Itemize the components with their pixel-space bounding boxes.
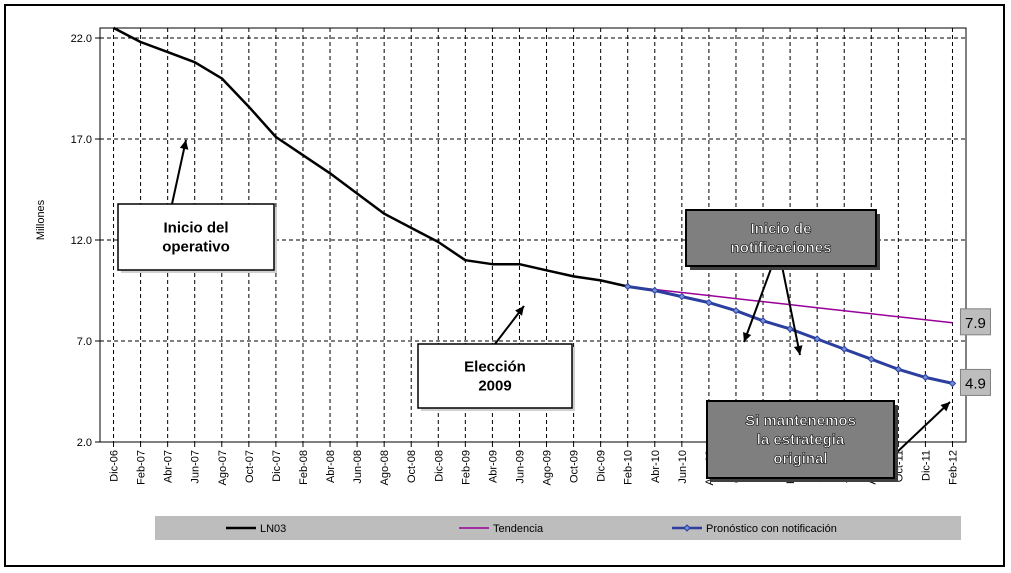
legend-label: LN03 <box>260 523 286 535</box>
x-tick-label: Feb-10 <box>623 450 635 485</box>
annotation-box <box>706 400 895 479</box>
series-point <box>840 345 848 353</box>
annotation-text: la estrategia <box>757 432 845 449</box>
data-label: 7.9 <box>965 315 986 332</box>
x-tick-label: Abr-08 <box>325 450 337 483</box>
x-tick-label: Oct-07 <box>244 450 256 483</box>
data-labels: 7.9 4.9 <box>959 308 991 396</box>
x-tick-label: Feb-09 <box>460 450 472 485</box>
annotation-arrow <box>171 139 187 205</box>
annotation-text: Elección <box>464 359 526 376</box>
arrow-head <box>515 306 524 316</box>
annotation-inicio-operativo: Inicio del operativo <box>117 139 277 273</box>
x-tick-label: Dic-07 <box>271 450 283 482</box>
arrow-head <box>743 332 752 342</box>
x-tick-label: Jun-09 <box>514 450 526 484</box>
x-tick-label: Oct-09 <box>569 450 581 483</box>
series-layer <box>112 26 957 388</box>
x-tick-label: Feb-07 <box>136 450 148 485</box>
y-tick-label: 17.0 <box>71 134 92 146</box>
x-tick-label: Jun-10 <box>677 450 689 484</box>
annotation-text: original <box>773 451 827 468</box>
annotation-text: Inicio del <box>163 220 228 237</box>
annotation-box <box>117 203 275 271</box>
x-tick-label: Abr-10 <box>650 450 662 483</box>
annotation-text: Si mantenemos <box>745 413 856 430</box>
series-point <box>948 379 957 388</box>
series-point <box>624 282 632 291</box>
data-label: 4.9 <box>965 375 986 392</box>
arrow-head <box>940 402 950 412</box>
series-line-ln03 <box>112 26 628 288</box>
annotation-box <box>417 343 573 409</box>
series-point <box>732 306 740 315</box>
legend-label: Pronóstico con notificación <box>706 523 837 535</box>
arrow-head <box>179 140 189 150</box>
annotation-si-mantenemos: Si mantenemos la estrategia original <box>706 400 951 482</box>
legend-box <box>155 516 961 540</box>
x-tick-label: Jun-08 <box>352 450 364 484</box>
series-point <box>786 325 794 333</box>
x-tick-label: Feb-12 <box>947 450 959 485</box>
x-tick-label: Ago-09 <box>542 450 554 485</box>
legend-label: Tendencia <box>493 523 544 535</box>
y-tick-label: 22.0 <box>71 33 92 45</box>
annotation-eleccion-2009: Elección 2009 <box>417 305 575 411</box>
legend-marker <box>683 524 691 532</box>
y-tick-label: 2.0 <box>77 437 92 449</box>
x-tick-label: Feb-08 <box>298 450 310 485</box>
annotation-box <box>685 209 877 267</box>
series-point <box>813 335 821 343</box>
x-tick-label: Abr-07 <box>163 450 175 483</box>
annotation-arrow <box>743 265 773 343</box>
legend-item: Pronóstico con notificación <box>672 523 837 535</box>
series-point <box>867 355 875 363</box>
x-tick-label: Ago-08 <box>379 450 391 485</box>
legend: LN03 Tendencia Pronóstico con notificación <box>155 516 961 540</box>
annotation-text: operativo <box>162 239 230 256</box>
annotation-text: Inicio de <box>751 221 812 238</box>
y-tick-label: 7.0 <box>77 336 92 348</box>
series-point <box>921 373 930 382</box>
series-point <box>651 286 659 295</box>
y-axis-label: Millones <box>35 199 47 240</box>
x-tick-label: Dic-08 <box>433 450 445 482</box>
x-tick-label: Oct-08 <box>406 450 418 483</box>
annotation-arrow <box>893 401 951 456</box>
series-point <box>678 292 686 301</box>
x-tick-label: Jun-07 <box>190 450 202 484</box>
annotation-arrow <box>781 265 801 356</box>
legend-item: Tendencia <box>459 523 544 535</box>
series-point <box>759 317 767 325</box>
arrow-head <box>793 345 803 355</box>
x-tick-label: Ago-07 <box>217 450 229 485</box>
y-axis: 22.0 17.0 12.0 7.0 2.0 <box>71 33 100 449</box>
data-label-box <box>959 308 991 336</box>
x-tick-label: Dic-06 <box>109 450 121 482</box>
x-tick-label: Abr-09 <box>487 450 499 483</box>
series-point <box>894 365 903 373</box>
y-tick-label: 12.0 <box>71 235 92 247</box>
series-point <box>705 298 713 307</box>
x-tick-label: Dic-11 <box>920 450 932 481</box>
x-tick-label: Dic-09 <box>596 450 608 482</box>
chart-frame <box>4 4 1005 567</box>
annotation-text: 2009 <box>478 378 511 395</box>
annotation-text: notificaciones <box>731 240 832 257</box>
data-label-box <box>959 368 991 396</box>
annotations: Inicio del operativo Elección 2009 Inicio de… <box>117 139 951 482</box>
annotation-inicio-notificaciones: Inicio de notificaciones <box>685 209 880 356</box>
legend-item: LN03 <box>226 523 286 535</box>
